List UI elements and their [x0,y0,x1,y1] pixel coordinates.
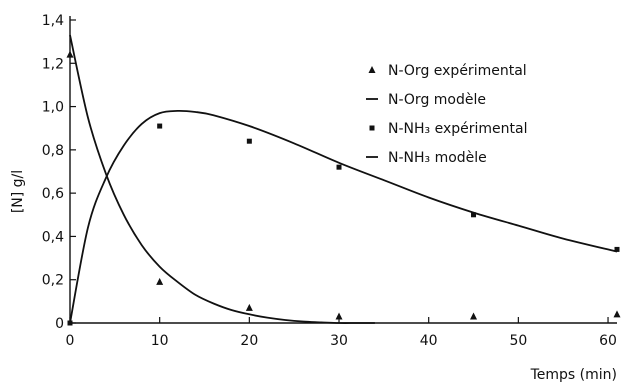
data-point-triangle [245,303,253,311]
y-tick-label: 0,8 [42,143,64,159]
model-curve [69,34,375,324]
y-tick-label: 0,2 [42,273,64,289]
legend-item-norg-exp: N-Org expérimental [368,63,527,79]
experimental-points [66,50,621,326]
legend-label: N-NH₃ modèle [388,150,487,166]
y-tick-label: 1,2 [42,56,64,72]
y-tick-label: 1,4 [42,13,64,29]
data-point-triangle [335,312,343,320]
data-point-square [614,246,620,252]
axes [69,16,617,324]
legend-label: N-Org expérimental [388,63,527,79]
y-tick-label: 0 [55,316,64,332]
y-axis-label: [N] g/l [10,170,26,213]
x-tick-label: 0 [66,333,75,349]
data-point-square [246,138,252,144]
legend-item-norg-model: N-Org modèle [366,92,486,108]
data-point-triangle [66,50,74,58]
data-point-square [471,212,477,218]
x-tick-label: 40 [420,333,438,349]
x-tick-label: 30 [330,333,348,349]
data-point-square [336,164,342,170]
x-tick-label: 50 [509,333,527,349]
legend-label: N-Org modèle [388,92,486,108]
x-tick-label: 20 [240,333,258,349]
data-point-square [157,123,163,129]
data-point-triangle [613,310,621,318]
x-tick-label: 10 [151,333,169,349]
y-tick-label: 1,0 [42,100,64,116]
legend-item-nnh3-exp: N-NH₃ expérimental [369,121,527,137]
x-axis-label: Temps (min) [530,367,617,383]
data-point-triangle [470,312,478,320]
y-tick-label: 0,4 [42,229,64,245]
legend-item-nnh3-model: N-NH₃ modèle [366,150,487,166]
model-curves [69,34,618,324]
data-point-triangle [156,277,164,285]
legend-triangle-marker [368,66,376,73]
legend-square-marker [369,125,375,131]
ticks: 0 0,2 0,4 0,6 0,8 1,0 1,2 1,4 0 10 20 30 40 50 60 [42,13,617,349]
data-point-square [67,320,73,326]
legend: N-Org expérimental N-Org modèle N-NH₃ ex… [366,63,527,166]
x-tick-label: 60 [599,333,617,349]
legend-label: N-NH₃ expérimental [388,121,527,137]
model-curve [69,109,618,324]
y-tick-label: 0,6 [42,186,64,202]
